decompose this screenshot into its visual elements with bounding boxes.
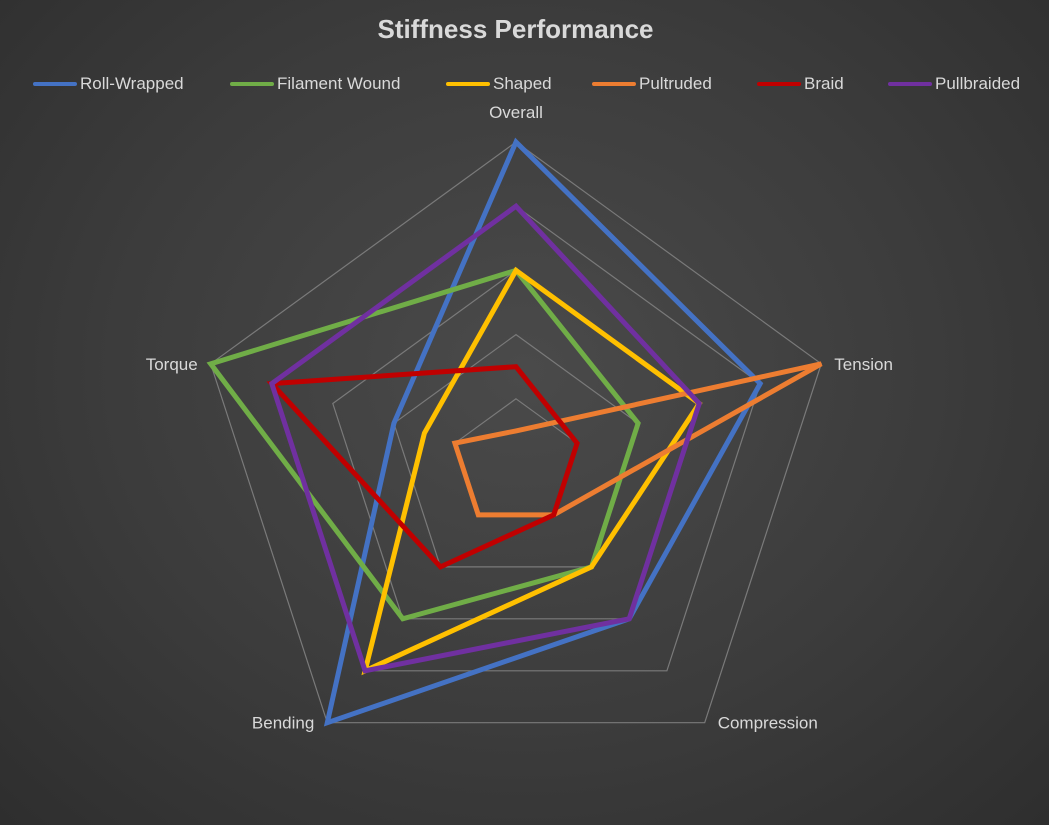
axis-label-bending: Bending xyxy=(252,714,314,733)
chart-title: Stiffness Performance xyxy=(377,14,654,44)
legend-item-braid: Braid xyxy=(757,72,844,96)
legend-item-shaped: Shaped xyxy=(446,72,552,96)
legend-label: Filament Wound xyxy=(277,74,401,93)
legend-item-pultruded: Pultruded xyxy=(592,72,712,96)
grid-ring xyxy=(209,141,823,724)
legend: Roll-Wrapped Filament Wound Shaped Pultrude… xyxy=(0,72,1049,96)
series-line-shaped xyxy=(361,266,703,676)
legend-swatch xyxy=(446,82,490,86)
legend-swatch xyxy=(757,82,801,86)
series-line-pultruded xyxy=(451,361,823,518)
series-line-braid xyxy=(266,364,580,570)
axis-labels: Overall Tension Compression Bending Torque xyxy=(146,103,893,733)
legend-label: Pullbraided xyxy=(935,74,1021,93)
legend-item-pullbraided: Pullbraided xyxy=(888,72,1020,96)
radar-series-layer xyxy=(206,137,823,727)
legend-swatch xyxy=(888,82,932,86)
axis-label-torque: Torque xyxy=(146,355,198,374)
legend-swatch xyxy=(230,82,274,86)
axis-label-compression: Compression xyxy=(718,714,818,733)
legend-swatch xyxy=(592,82,636,86)
legend-label: Roll-Wrapped xyxy=(80,74,184,93)
legend-label: Shaped xyxy=(493,74,552,93)
axis-label-tension: Tension xyxy=(834,355,893,374)
series-line-roll-wrapped xyxy=(323,137,764,727)
legend-label: Braid xyxy=(804,74,844,93)
series-line-pullbraided xyxy=(268,202,703,674)
legend-label: Pultruded xyxy=(639,74,712,93)
axis-label-overall: Overall xyxy=(489,103,543,122)
legend-item-roll-wrapped: Roll-Wrapped xyxy=(33,72,184,96)
series-line-filament-wound xyxy=(206,267,641,622)
legend-swatch xyxy=(33,82,77,86)
legend-item-filament-wound: Filament Wound xyxy=(230,72,400,96)
